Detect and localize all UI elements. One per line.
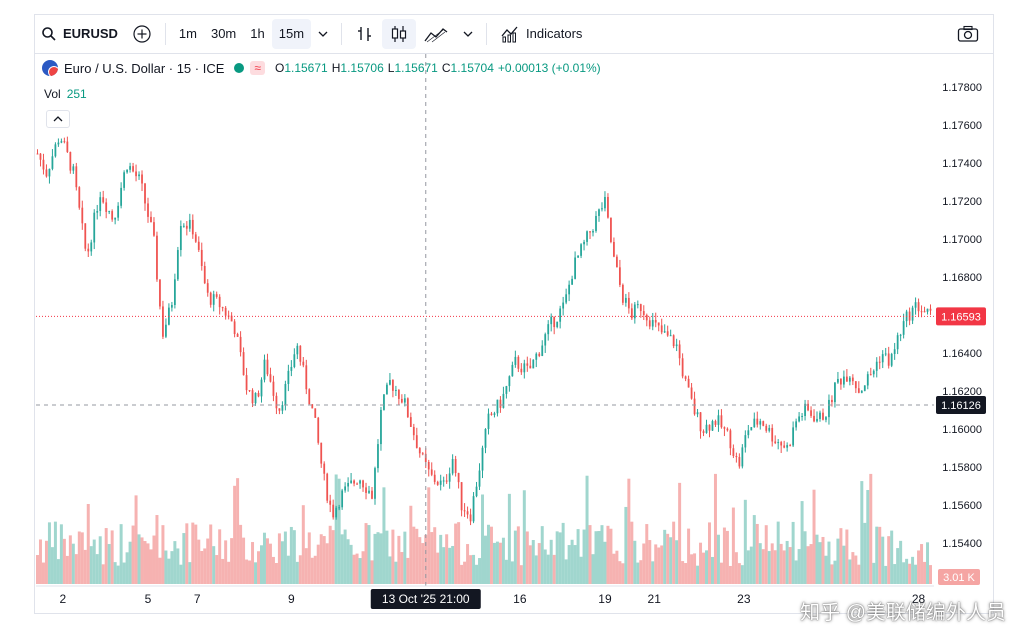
series-title[interactable]: Euro / U.S. Dollar · 15 · ICE (64, 60, 225, 76)
chevron-down-icon (318, 31, 328, 37)
indicators-icon (501, 26, 518, 42)
collapse-legend-button[interactable] (46, 110, 70, 128)
ohlc-change: +0.00013 (+0.01%) (497, 61, 601, 75)
volume-value: 251 (66, 87, 87, 101)
camera-icon (957, 25, 979, 42)
volume-label: Vol (44, 87, 61, 101)
compare-button[interactable] (125, 19, 159, 49)
interval-1h[interactable]: 1h (250, 26, 265, 41)
indicators-label: Indicators (526, 26, 583, 41)
data-delay-badge[interactable]: ≈ (250, 61, 265, 75)
interval-30m[interactable]: 30m (210, 26, 237, 41)
chart-style-dropdown[interactable] (456, 19, 480, 49)
bars-style-button[interactable] (348, 19, 382, 49)
ohlc-low: L1.15671 (387, 61, 438, 75)
eurusd-flag-icon (42, 60, 58, 76)
series-legend: Euro / U.S. Dollar · 15 · ICE ≈ O1.15671… (42, 60, 605, 76)
symbol-label: EURUSD (63, 26, 118, 41)
chevron-down-icon (463, 31, 473, 37)
chart-frame (34, 14, 994, 614)
top-toolbar: EURUSD 1m 30m 1h 15m Indicators (34, 14, 994, 54)
watermark: 知乎 @美联储编外人员 (800, 602, 1006, 624)
symbol-search[interactable]: EURUSD (34, 19, 125, 49)
toolbar-divider (486, 22, 488, 45)
toolbar-divider (164, 22, 166, 45)
toolbar-divider (341, 22, 343, 45)
candles-icon (391, 25, 407, 42)
indicators-button[interactable]: Indicators (493, 19, 589, 49)
search-icon (42, 26, 56, 41)
bars-icon (358, 26, 372, 41)
interval-1m[interactable]: 1m (178, 26, 197, 41)
ohlc-open: O1.15671 (274, 61, 328, 75)
interval-dropdown[interactable] (311, 19, 335, 49)
ohlc-high: H1.15706 (331, 61, 384, 75)
volume-legend: Vol 251 (44, 87, 87, 101)
area-chart-icon (424, 27, 448, 42)
interval-15m[interactable]: 15m (271, 18, 312, 49)
chevron-up-icon (53, 116, 63, 122)
screenshot-button[interactable] (950, 19, 986, 49)
candles-style-button[interactable] (382, 18, 417, 49)
plus-circle-icon (133, 24, 151, 43)
market-open-status-icon (234, 63, 245, 73)
area-style-button[interactable] (416, 19, 456, 49)
ohlc-close: C1.15704 (441, 61, 494, 75)
